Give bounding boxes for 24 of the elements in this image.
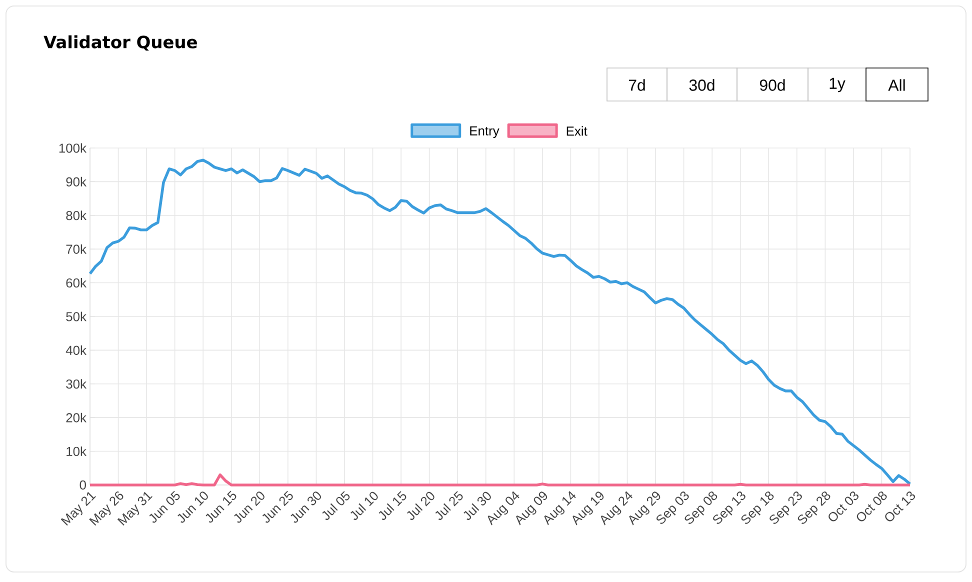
- y-tick-label: 100k: [59, 143, 87, 153]
- y-tick-label: 50k: [66, 312, 87, 322]
- y-tick-label: 30k: [66, 379, 87, 389]
- y-tick-label: 10k: [66, 446, 87, 456]
- y-tick-label: 20k: [66, 412, 87, 422]
- y-tick-label: 90k: [66, 176, 87, 186]
- x-tick-label: Jul 05: [322, 491, 350, 520]
- y-tick-label: 70k: [66, 244, 87, 254]
- legend-label: Exit: [566, 126, 588, 136]
- y-tick-label: 60k: [66, 278, 87, 288]
- text: 90d: [760, 79, 785, 91]
- x-tick-label: Jul 10: [350, 492, 378, 520]
- x-tick-label: Jul 20: [407, 492, 434, 520]
- x-tick-label: Jul 15: [378, 491, 406, 520]
- x-tick-label: Jul 25: [435, 491, 463, 520]
- y-tick-label: 0: [80, 480, 86, 490]
- legend-label: Entry: [470, 126, 500, 138]
- text: 7d: [628, 79, 645, 91]
- text: 1y: [830, 78, 846, 92]
- text: All: [888, 79, 905, 91]
- chart-title: Validator Queue: [44, 35, 197, 51]
- y-tick-label: 40k: [66, 345, 87, 355]
- y-tick-label: 80k: [66, 210, 87, 220]
- text: 30d: [689, 79, 714, 91]
